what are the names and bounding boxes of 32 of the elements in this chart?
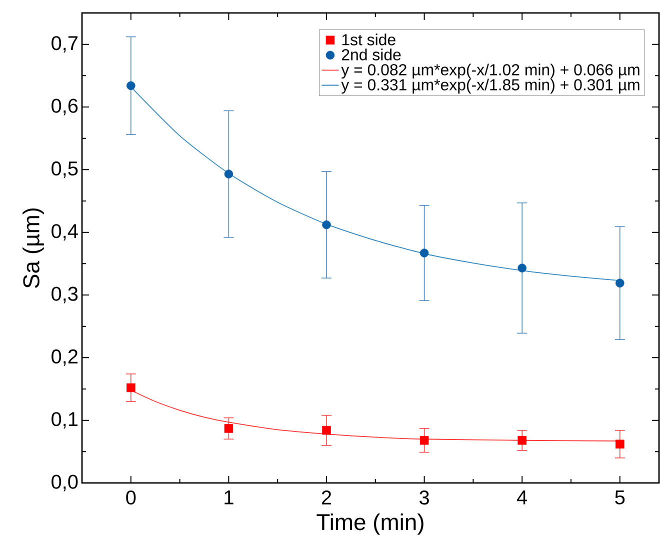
x-tick-label: 3	[420, 490, 429, 505]
x-tick-label: 2	[322, 490, 332, 504]
point	[518, 436, 526, 445]
legend-label: 1st side	[342, 34, 396, 46]
point	[322, 220, 331, 230]
point	[126, 81, 136, 90]
x-tick-label: 1	[224, 490, 234, 504]
y-axis-title: Sa (µm)	[22, 208, 44, 288]
y-tick-label: 0,0	[52, 474, 78, 492]
y-tick-label: 0,6	[52, 98, 78, 116]
y-tick-label: 0,2	[52, 349, 78, 366]
x-tick-label: 0	[126, 490, 136, 505]
y-tick-label: 0,7	[52, 36, 78, 53]
legend-label: y = 0.082 µm*exp(-x/1.02 min) + 0.066 µm	[341, 64, 640, 79]
legend-label: y = 0.331 µm*exp(-x/1.85 min) + 0.301 µm	[341, 78, 640, 94]
point	[224, 424, 234, 433]
point	[518, 264, 526, 272]
point	[126, 383, 136, 392]
x-tick-label: 5	[615, 490, 625, 504]
point	[224, 170, 234, 178]
y-tick-label: 0,5	[52, 161, 78, 178]
point	[322, 426, 331, 435]
point	[616, 440, 624, 449]
point	[420, 248, 429, 258]
legend-label: 2nd side	[342, 48, 401, 60]
point	[616, 278, 624, 288]
y-tick-label: 0,3	[52, 286, 78, 304]
y-tick-label: 0,1	[52, 412, 78, 429]
x-axis-title: Time (min)	[316, 513, 424, 535]
point	[420, 436, 429, 445]
y-tick-label: 0,4	[52, 224, 78, 241]
x-tick-label: 4	[517, 490, 528, 504]
